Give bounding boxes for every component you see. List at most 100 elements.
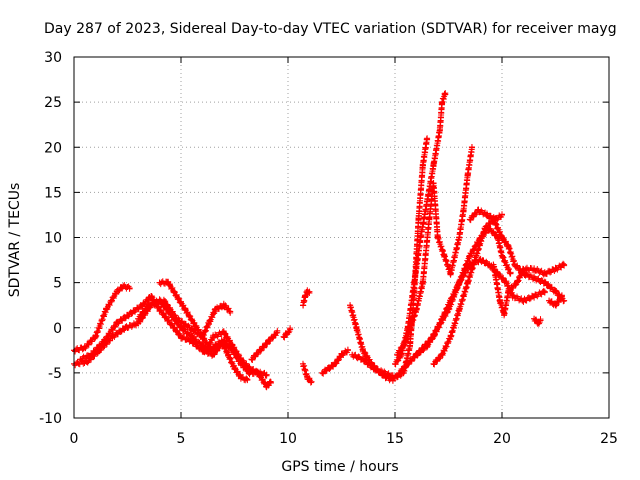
data-point [392, 360, 398, 367]
data-point [304, 374, 311, 381]
data-point [546, 297, 553, 304]
data-point [344, 347, 351, 354]
data-point [280, 333, 287, 340]
data-point [77, 356, 84, 363]
data-point [92, 333, 99, 340]
data-point [199, 342, 206, 349]
data-point [167, 320, 174, 327]
y-tick-label: -10 [39, 411, 62, 427]
y-tick-label: -5 [48, 366, 62, 382]
data-point [199, 333, 206, 340]
series-track-14 [394, 144, 476, 359]
data-point [103, 306, 110, 313]
data-point [441, 252, 448, 259]
data-point [347, 302, 354, 309]
data-point [552, 288, 559, 295]
data-point [220, 302, 227, 309]
data-point [139, 302, 146, 309]
x-tick-labels: 0 5 10 15 20 25 [70, 431, 618, 447]
series-track-7 [280, 325, 294, 341]
data-point [447, 333, 454, 340]
data-point [558, 293, 565, 300]
data-point [469, 144, 476, 151]
data-point [83, 359, 90, 366]
data-point [503, 279, 510, 286]
data-point [227, 308, 234, 315]
data-point [156, 306, 163, 313]
data-point [466, 216, 473, 223]
data-point [520, 297, 527, 304]
data-point [248, 356, 255, 363]
chart-title: Day 287 of 2023, Sidereal Day-to-day VTE… [44, 21, 617, 37]
data-point [552, 302, 559, 309]
data-point [531, 266, 538, 273]
data-point [165, 279, 172, 286]
x-tick-label: 15 [386, 431, 404, 447]
data-point [430, 162, 437, 169]
data-point [531, 275, 538, 282]
data-point [456, 306, 463, 313]
data-point [126, 311, 133, 318]
data-point [419, 162, 426, 169]
series-track-8 [299, 287, 313, 309]
data-point [464, 279, 471, 286]
data-point [394, 351, 401, 358]
data-point [178, 333, 184, 340]
data-point [402, 338, 409, 345]
axis-ticks [73, 56, 610, 419]
data-point [263, 371, 270, 378]
x-tick-label: 5 [177, 431, 186, 447]
data-point [541, 270, 548, 277]
data-point [381, 369, 388, 376]
data-point [338, 351, 345, 358]
data-point [505, 288, 512, 295]
data-point [237, 356, 244, 363]
data-point [499, 211, 505, 218]
data-point [156, 279, 163, 286]
data-point [210, 333, 217, 340]
data-point [306, 288, 313, 295]
y-tick-label: 30 [44, 50, 62, 66]
data-point [475, 207, 482, 214]
data-point [225, 351, 232, 358]
x-axis-label: GPS time / hours [281, 459, 398, 475]
series-track-1 [71, 282, 133, 355]
data-point [203, 347, 210, 354]
data-point [531, 293, 538, 300]
data-point [188, 333, 195, 340]
series-track-22 [546, 292, 565, 309]
data-point [531, 315, 538, 322]
data-point [325, 365, 332, 372]
y-axis-label: SDTVAR / TECUs [7, 183, 23, 298]
data-point [186, 324, 193, 331]
data-point [237, 374, 244, 381]
series-track-20 [520, 260, 568, 278]
data-point [477, 257, 484, 264]
data-point [436, 126, 443, 133]
data-point [411, 279, 418, 286]
data-point [274, 329, 281, 336]
data-point [505, 243, 512, 250]
y-tick-label: 5 [53, 276, 62, 292]
series-track-21 [531, 315, 544, 327]
data-point [287, 326, 294, 333]
data-point [319, 369, 326, 376]
x-tick-label: 10 [279, 431, 297, 447]
data-point [220, 329, 227, 336]
data-point [537, 317, 544, 324]
data-point [501, 311, 508, 318]
data-point [456, 234, 463, 241]
data-point [212, 306, 219, 313]
data-point [415, 216, 422, 223]
data-point [442, 90, 449, 97]
data-point [156, 297, 163, 304]
data-point [499, 234, 505, 241]
data-point [552, 266, 559, 273]
series-track-3 [77, 293, 270, 379]
series-track-13 [392, 90, 449, 368]
data-point [561, 261, 568, 268]
data-point [426, 216, 433, 223]
data-point [473, 252, 480, 259]
data-point [396, 369, 403, 376]
data-point [490, 261, 497, 268]
